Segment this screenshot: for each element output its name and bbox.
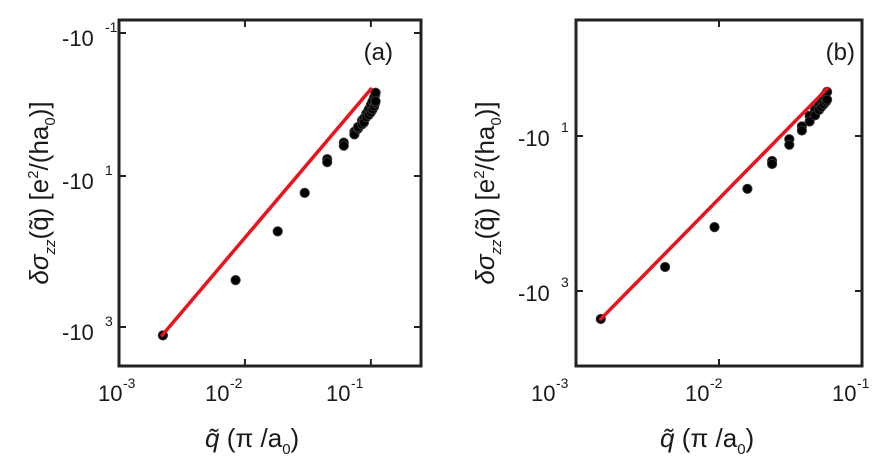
svg-text:-3: -3 [556,375,569,391]
panel-b-ylabel: δσzz(q̃) [e2/(ha0)] [470,101,505,284]
panel-b-fit-line [599,86,829,321]
panel-a-data-point [272,226,283,237]
svg-text:-3: -3 [123,375,136,391]
svg-text:10: 10 [205,381,229,406]
panel-a-data-point [322,157,333,168]
svg-text:-10: -10 [518,126,550,151]
panel-b-data-point [660,261,671,273]
panel-b-data-point [796,125,808,136]
panel-b-label: (b) [826,39,855,66]
svg-text:10: 10 [98,381,122,406]
panel-b-data-point [784,139,795,150]
panel-b-xtick-1: 10 -2 [685,375,723,406]
panel-a-xtick-0: 10 -3 [98,375,136,406]
panel-b-data-point [709,222,720,233]
panel-b-data-point [822,94,833,105]
panel-b-xtick-2: 10 -1 [832,375,870,406]
svg-text:-2: -2 [710,375,723,391]
svg-text:-1: -1 [857,375,870,391]
svg-text:10: 10 [832,381,856,406]
panel-b-axes-frame [574,18,864,368]
svg-text:10: 10 [326,381,350,406]
panel-b-data-point [742,183,753,194]
svg-text:3: 3 [105,313,113,329]
panel-a-axes-frame [117,18,423,368]
panel-a-xtick-2: 10 -1 [326,375,364,406]
panel-a-ytick-0: -10 -1 [62,19,118,51]
svg-text:-10: -10 [62,26,94,51]
panel-a-ylabel: δσzz(q̃) [e2/(ha0)] [24,101,59,284]
svg-text:1: 1 [561,119,569,135]
panel-a-label: (a) [364,39,393,66]
panel-a-ytick-2: -10 3 [62,313,113,345]
svg-text:-10: -10 [62,320,94,345]
svg-text:1: 1 [105,162,113,178]
svg-text:3: 3 [561,274,569,290]
panel-b: (b) -10 1 -10 3 10 -3 10 -2 10 -1 q̃ (π … [470,18,870,458]
svg-text:-2: -2 [230,375,243,391]
svg-text:-10: -10 [62,169,94,194]
panel-a-data-point [338,140,349,151]
svg-text:-10: -10 [518,281,550,306]
panel-a-xtick-1: 10 -2 [205,375,243,406]
panel-a-data-point [230,275,241,286]
panel-a-data-point [299,187,310,198]
svg-text:-1: -1 [105,19,118,35]
svg-text:10: 10 [685,381,709,406]
panel-a-fit-line [160,87,373,338]
panel-b-xlabel: q̃ (π /a0) [660,423,754,458]
panel-b-data-point [767,158,778,170]
panel-a: (a) -10 -1 -10 1 -10 3 10 -3 10 -2 10 -1… [24,18,423,458]
panel-b-ytick-1: -10 3 [518,274,569,306]
panel-a-xlabel: q̃ (π /a0) [205,423,299,458]
panel-a-data-point [370,96,381,107]
svg-text:10: 10 [531,381,555,406]
svg-text:-1: -1 [351,375,364,391]
panel-a-ytick-1: -10 1 [62,162,113,194]
panel-b-ytick-0: -10 1 [518,119,569,151]
panel-b-xtick-0: 10 -3 [531,375,569,406]
